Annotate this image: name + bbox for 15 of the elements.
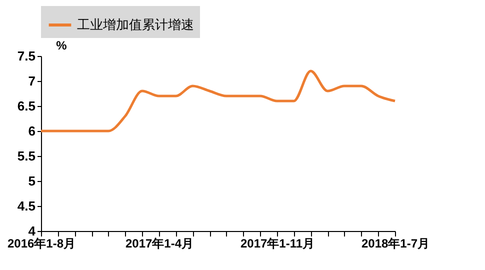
x-tick-label: 2017年1-11月	[240, 236, 315, 250]
y-tick-label: 6	[28, 124, 36, 138]
legend-label: 工业增加值累计增速	[77, 17, 194, 32]
x-tick-label: 2017年1-4月	[125, 236, 194, 250]
y-tick-label: 5.5	[17, 148, 36, 164]
y-tick-label: 7	[28, 74, 36, 88]
x-tick-label: 2016年1-8月	[7, 236, 76, 250]
x-tick-label: 2018年1-7月	[361, 236, 430, 250]
y-axis-title: %	[56, 38, 68, 52]
y-tick-label: 4.5	[17, 198, 36, 214]
y-tick-label: 7.5	[17, 48, 36, 64]
y-tick-label: 5	[28, 174, 36, 188]
y-tick-label: 4	[28, 224, 36, 238]
y-tick-label: 6.5	[17, 98, 36, 114]
line-series	[40, 70, 396, 132]
